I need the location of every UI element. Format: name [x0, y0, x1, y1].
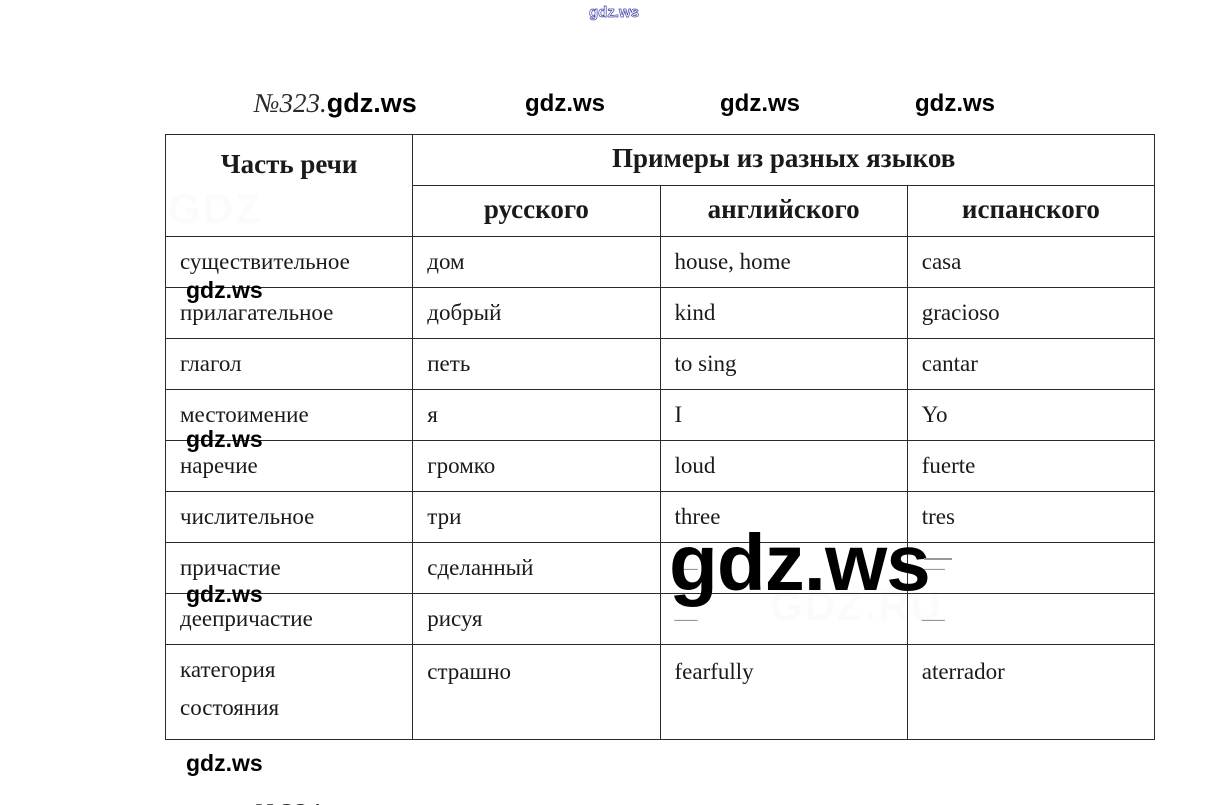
svg-text:gdz.ws: gdz.ws: [589, 4, 639, 21]
